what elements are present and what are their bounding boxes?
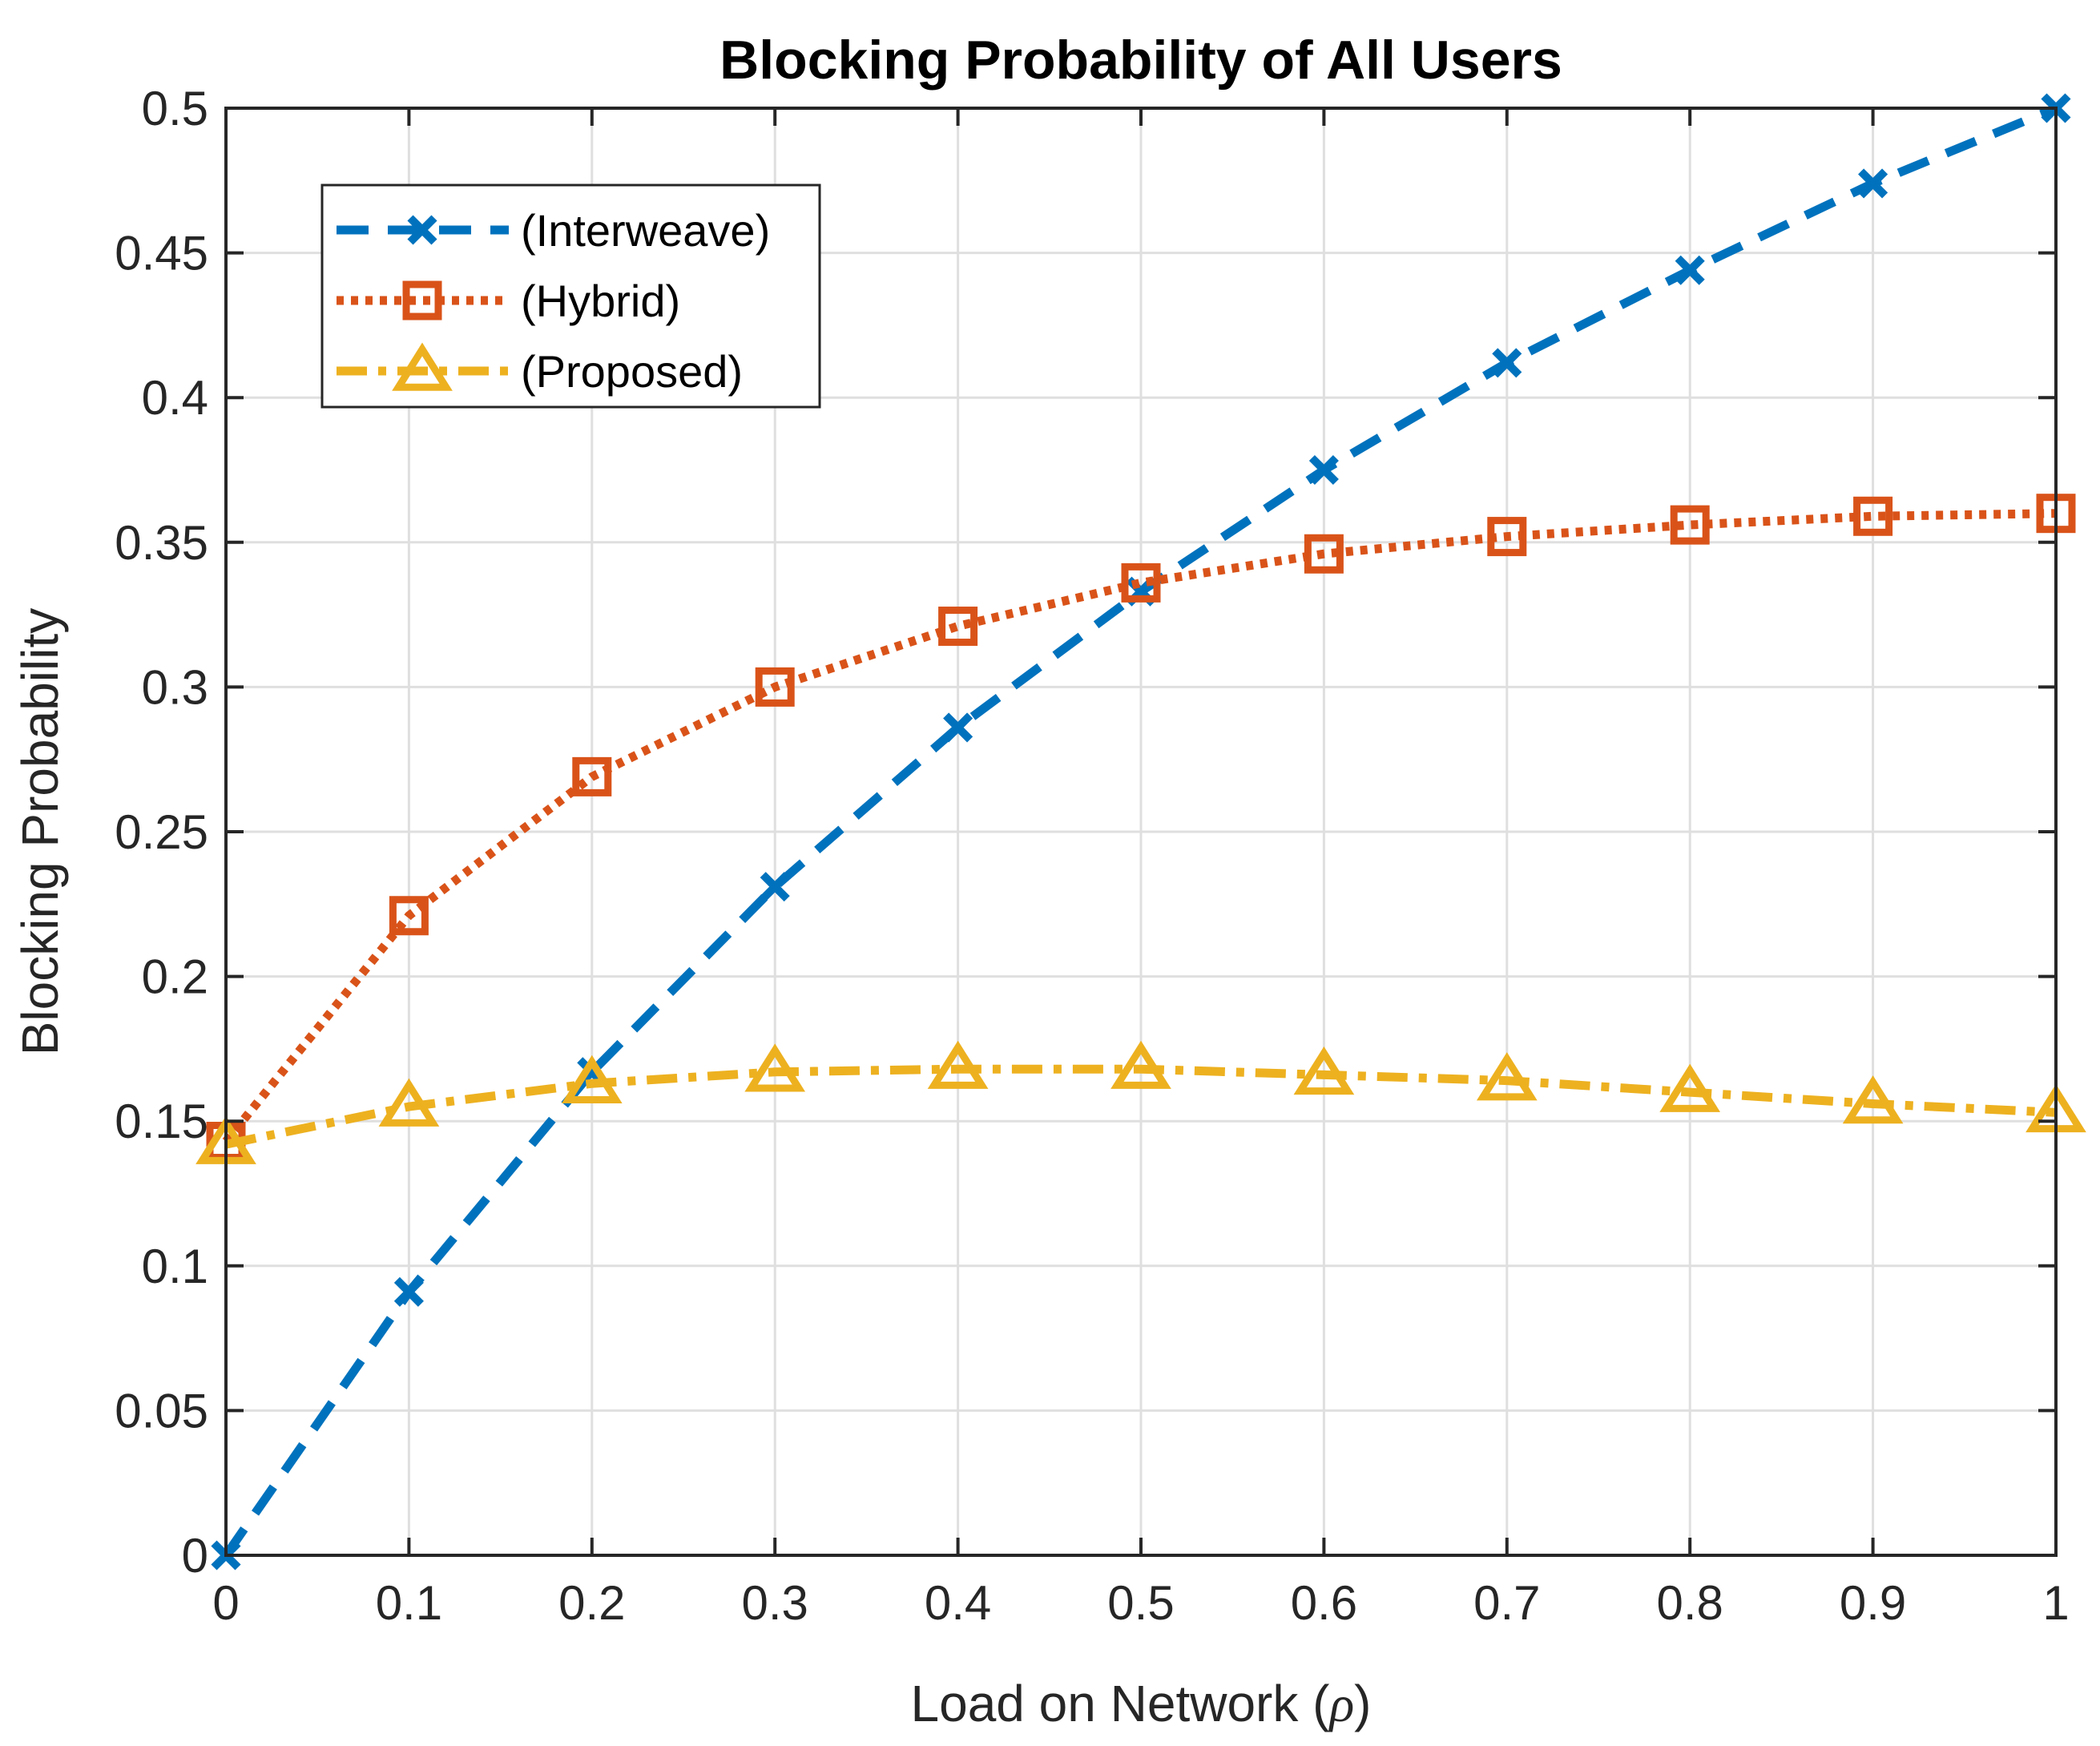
x-tick-label: 0.4 [925,1576,991,1630]
y-tick-label: 0.15 [115,1095,208,1148]
x-axis-label: Load on Network (ρ) [911,1675,1372,1732]
x-tick-label: 0.7 [1473,1576,1540,1630]
y-tick-label: 0.35 [115,516,208,570]
data-point [389,896,429,936]
legend-marker [407,215,437,245]
x-tick-label: 0.5 [1107,1576,1174,1630]
data-point [938,607,978,647]
data-point [1659,1063,1721,1112]
series-2 [195,1040,2086,1164]
legend-label: (Interweave) [521,205,770,256]
series-line [224,1064,2057,1149]
data-point [927,1040,989,1089]
chart-title: Blocking Probability of All Users [719,30,1562,91]
x-tick-label: 0.3 [741,1576,808,1630]
x-axis-label-symbol: ρ [1328,1675,1354,1732]
legend: (Interweave) (Hybrid) (Proposed) [320,183,821,409]
data-point [1308,454,1339,486]
data-point [378,1078,440,1127]
ticks-layer: 0 0.1 0.2 0.3 0.4 0.5 0.6 0.7 0.8 0.9 1 0 0.05 0.1 0.1… [115,82,2069,1630]
data-point [943,712,973,743]
data-point [1670,505,1710,545]
legend-label: (Hybrid) [521,276,680,326]
x-tick-label: 0.2 [558,1576,625,1630]
data-point [393,1276,424,1307]
data-point [1487,517,1527,557]
data-point [755,667,795,707]
data-point [760,872,790,902]
data-point [572,756,612,796]
data-point [561,1054,623,1103]
data-point [1858,168,1888,199]
y-tick-label: 0.45 [115,227,208,280]
data-point [1110,1040,1171,1089]
legend-entry-0: (Interweave) [337,205,770,256]
data-point [1492,348,1522,378]
legend-marker [392,342,453,391]
y-tick-label: 0.5 [142,82,208,135]
grid [226,108,2056,1555]
x-axis-label-close: ) [1354,1675,1371,1732]
x-tick-label: 0.1 [376,1576,442,1630]
series-layer [195,93,2086,1571]
y-tick-label: 0.2 [142,950,208,1004]
data-point [1842,1075,1904,1124]
y-tick-label: 0.3 [142,660,208,714]
data-point [744,1043,806,1092]
legend-label: (Proposed) [521,346,743,397]
y-tick-label: 0 [182,1529,208,1583]
legend-marker [402,280,442,321]
y-tick-label: 0.05 [115,1384,208,1438]
series-line [222,509,2057,1144]
data-point [1476,1052,1538,1101]
data-point [1293,1046,1355,1095]
data-point [1675,255,1705,285]
y-tick-label: 0.1 [142,1240,208,1293]
x-tick-label: 1 [2042,1576,2069,1630]
data-point [1121,563,1161,603]
x-axis-label-main: Load on Network ( [911,1675,1330,1732]
data-point [1304,534,1344,574]
y-axis-label: Blocking Probability [11,608,69,1056]
x-tick-label: 0.6 [1291,1576,1357,1630]
x-tick-label: 0.8 [1656,1576,1723,1630]
legend-entry-1: (Hybrid) [337,276,680,326]
y-tick-label: 0.25 [115,805,208,859]
legend-entry-2: (Proposed) [337,342,743,397]
legend-entries: (Interweave) (Hybrid) (Proposed) [337,205,770,397]
y-tick-label: 0.4 [142,371,208,425]
x-tick-label: 0 [212,1576,239,1630]
data-point [1853,496,1893,536]
x-tick-label: 0.9 [1840,1576,1906,1630]
